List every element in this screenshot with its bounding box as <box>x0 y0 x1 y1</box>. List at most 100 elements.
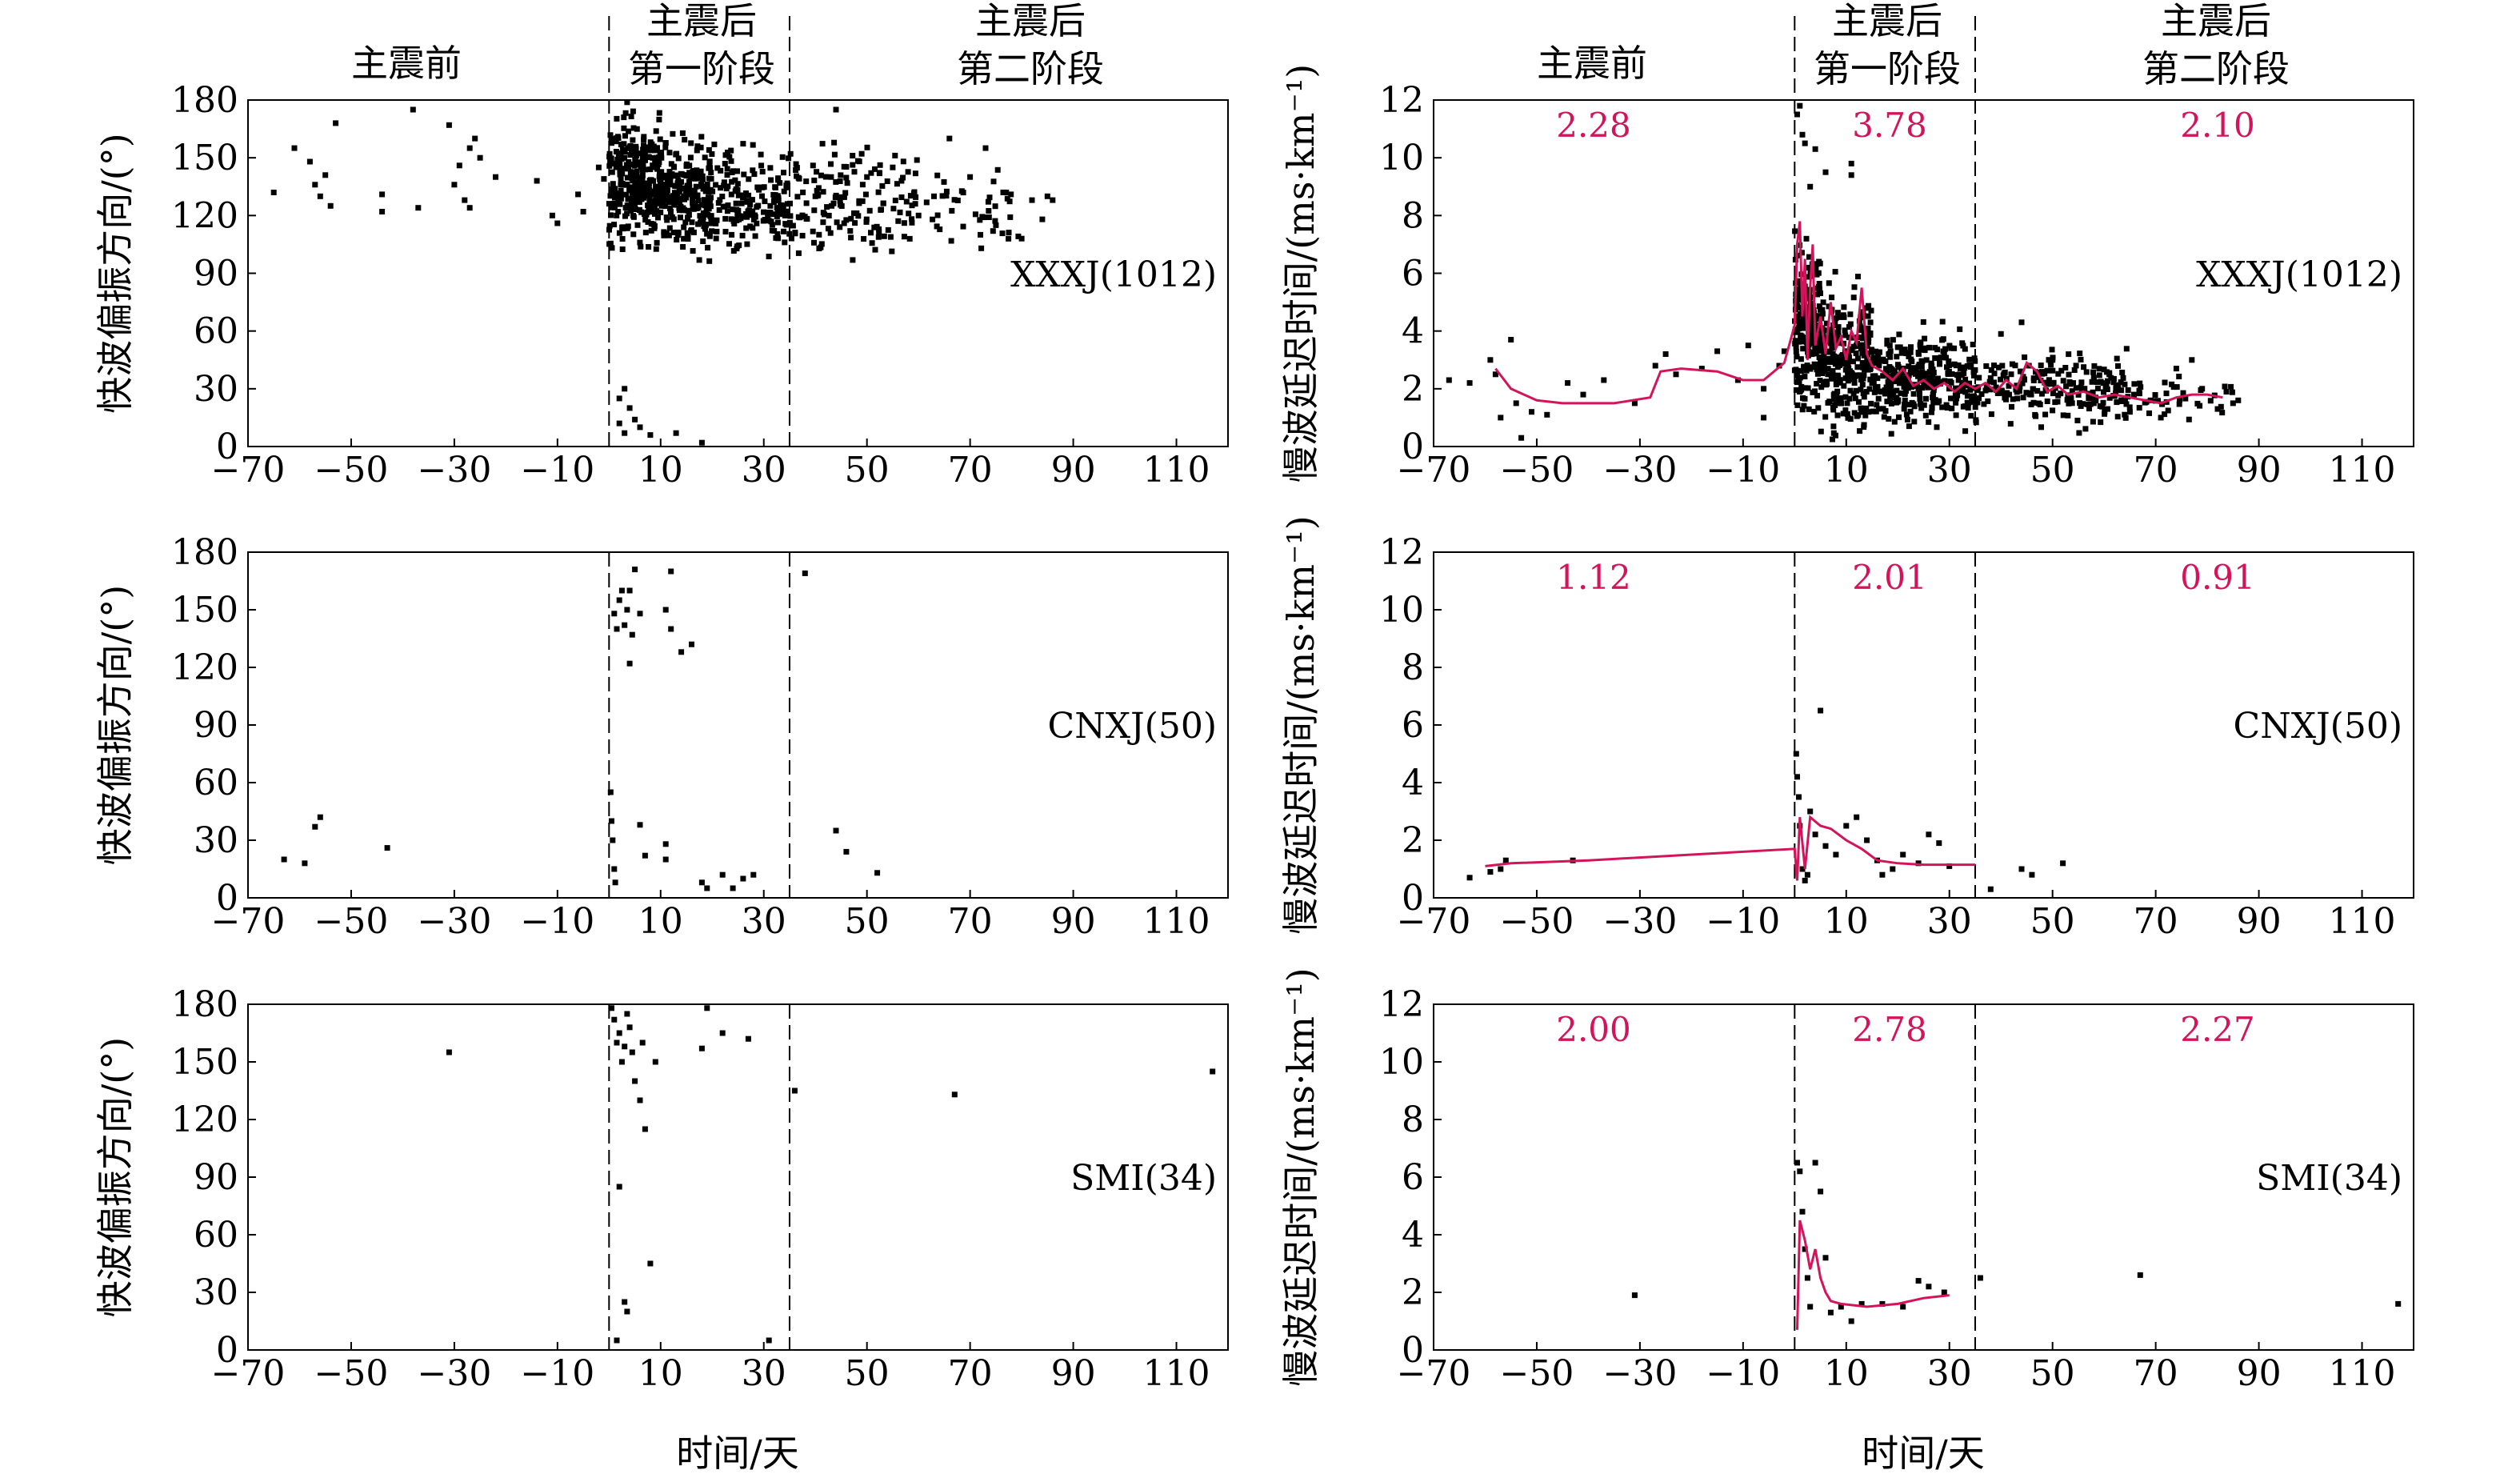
data-point <box>1903 411 1910 418</box>
data-point <box>1826 303 1832 310</box>
data-point <box>619 236 626 242</box>
data-point <box>1836 362 1842 368</box>
data-point <box>1850 358 1856 365</box>
phase-header: 第二阶段 <box>2142 47 2290 90</box>
data-point <box>1846 395 1853 402</box>
data-point <box>1865 366 1871 373</box>
data-point <box>901 234 907 240</box>
data-point <box>2078 403 2084 409</box>
data-point <box>724 208 730 214</box>
data-point <box>1886 350 1893 357</box>
data-point <box>1837 379 1843 385</box>
data-point <box>2228 383 2234 390</box>
data-point <box>1850 376 1857 383</box>
data-point <box>1861 424 1867 431</box>
data-point <box>734 206 740 213</box>
data-point <box>1793 348 1799 354</box>
data-point <box>1949 370 1955 377</box>
data-point <box>792 230 798 236</box>
data-point <box>674 190 681 197</box>
data-point <box>608 136 614 142</box>
data-point <box>1816 281 1822 286</box>
data-point <box>2101 366 2107 373</box>
data-point <box>2223 389 2230 395</box>
data-point <box>1894 395 1900 401</box>
data-point <box>1498 415 1504 421</box>
data-point <box>1817 378 1823 383</box>
x-tick-label: −10 <box>520 1353 594 1394</box>
data-point <box>654 161 661 167</box>
data-point <box>1825 355 1831 362</box>
y-tick-label: 2 <box>1402 820 1424 861</box>
y-tick-label: 2 <box>1402 369 1424 410</box>
data-point <box>610 188 616 194</box>
data-point <box>673 430 679 436</box>
right-xlabel: 时间/天 <box>1862 1432 1985 1475</box>
data-point <box>759 193 765 199</box>
data-point <box>879 182 886 189</box>
data-point <box>738 200 745 206</box>
data-point <box>630 213 636 219</box>
data-point <box>713 182 719 188</box>
data-point <box>1916 386 1922 392</box>
data-point <box>639 1039 646 1046</box>
data-point <box>1879 1300 1886 1307</box>
data-point <box>291 145 298 151</box>
data-point <box>837 198 843 204</box>
phase-header: 第一阶段 <box>1814 47 1961 90</box>
data-point <box>686 170 693 176</box>
data-point <box>740 875 746 882</box>
data-point <box>1826 349 1832 355</box>
data-point <box>1946 358 1952 364</box>
data-point <box>642 1126 648 1132</box>
data-point <box>2207 398 2214 404</box>
data-point <box>747 202 754 208</box>
data-point <box>607 789 614 795</box>
data-point <box>1941 1289 1947 1296</box>
data-point <box>680 185 686 191</box>
data-point <box>912 170 918 177</box>
data-point <box>647 147 654 154</box>
data-point <box>700 217 706 223</box>
data-point <box>795 214 802 220</box>
data-point <box>679 130 686 136</box>
data-point <box>1841 314 1847 320</box>
data-point <box>844 180 850 186</box>
data-point <box>674 229 681 235</box>
data-point <box>671 193 678 198</box>
data-point <box>1921 383 1927 389</box>
data-point <box>1814 291 1820 298</box>
data-point <box>668 626 674 632</box>
y-tick-label: 150 <box>171 1042 238 1083</box>
data-point <box>1794 774 1800 780</box>
data-point <box>1834 356 1841 362</box>
data-point <box>1039 216 1046 222</box>
data-point <box>2113 385 2119 391</box>
data-point <box>812 193 818 199</box>
data-point <box>1962 346 1968 352</box>
data-point <box>2230 400 2236 407</box>
data-point <box>1812 1160 1818 1166</box>
data-point <box>622 213 628 219</box>
data-point <box>607 132 614 138</box>
data-point <box>1934 346 1941 353</box>
data-point <box>1904 416 1910 423</box>
data-point <box>1934 375 1941 382</box>
data-point <box>698 144 704 150</box>
data-point <box>1698 366 1705 372</box>
data-point <box>652 198 658 204</box>
data-point <box>2078 356 2084 362</box>
data-point <box>662 174 669 180</box>
y-tick-label: 12 <box>1379 984 1424 1025</box>
data-point <box>1909 399 1915 406</box>
data-point <box>609 140 614 146</box>
data-point <box>1818 1188 1824 1195</box>
x-tick-label: 110 <box>2329 1353 2396 1394</box>
data-point <box>2050 391 2056 397</box>
data-point <box>1863 389 1870 395</box>
data-point <box>2096 366 2102 372</box>
data-point <box>1819 370 1826 376</box>
data-point <box>610 837 616 843</box>
x-tick-label: −50 <box>314 1353 389 1394</box>
data-point <box>1922 412 1929 419</box>
